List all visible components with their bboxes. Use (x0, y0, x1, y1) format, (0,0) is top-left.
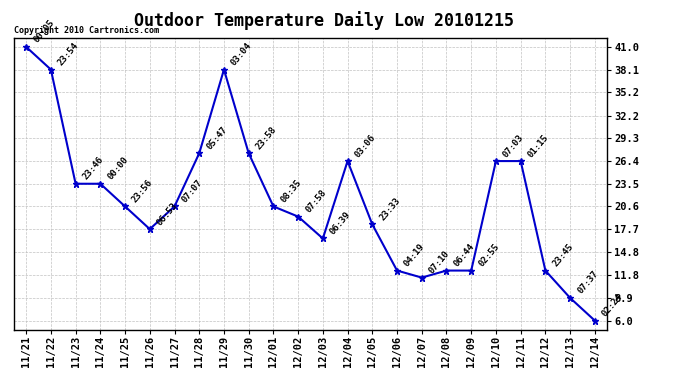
Text: 07:37: 07:37 (575, 269, 600, 296)
Text: 23:54: 23:54 (57, 41, 81, 68)
Text: 07:10: 07:10 (427, 249, 451, 275)
Text: 04:19: 04:19 (402, 242, 426, 268)
Text: 23:33: 23:33 (378, 196, 402, 222)
Text: 08:35: 08:35 (279, 178, 303, 204)
Text: 06:44: 06:44 (452, 242, 476, 268)
Text: 07:58: 07:58 (304, 188, 328, 214)
Text: 23:58: 23:58 (254, 125, 278, 151)
Text: 23:46: 23:46 (81, 155, 106, 182)
Text: 05:47: 05:47 (205, 125, 229, 151)
Text: 03:06: 03:06 (353, 132, 377, 159)
Text: Outdoor Temperature Daily Low 20101215: Outdoor Temperature Daily Low 20101215 (135, 11, 514, 30)
Text: 00:00: 00:00 (106, 155, 130, 182)
Text: 07:03: 07:03 (502, 132, 526, 159)
Text: 03:04: 03:04 (230, 41, 254, 68)
Text: 02:24: 02:24 (600, 292, 624, 318)
Text: 01:15: 01:15 (526, 132, 551, 159)
Text: Copyright 2010 Cartronics.com: Copyright 2010 Cartronics.com (14, 26, 159, 34)
Text: 06:53: 06:53 (155, 201, 179, 227)
Text: 06:39: 06:39 (328, 210, 353, 236)
Text: 23:45: 23:45 (551, 242, 575, 268)
Text: 23:56: 23:56 (130, 178, 155, 204)
Text: 07:07: 07:07 (180, 178, 204, 204)
Text: 02:55: 02:55 (477, 242, 501, 268)
Text: 00:05: 00:05 (32, 18, 56, 45)
